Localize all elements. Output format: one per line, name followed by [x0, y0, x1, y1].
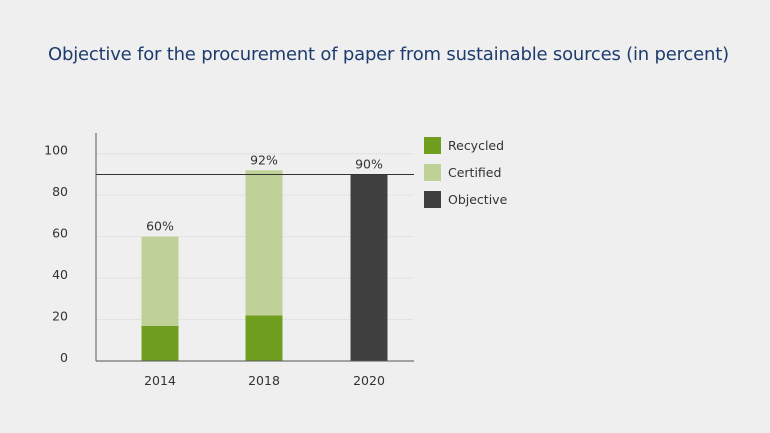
x-tick-labels: 2014 2018 2020 [144, 373, 385, 388]
y-tick-label: 100 [44, 143, 68, 158]
y-tick-label: 60 [52, 226, 68, 241]
legend-label-recycled: Recycled [448, 138, 504, 153]
legend: Recycled Certified Objective [424, 137, 508, 208]
bar-objective-2020 [350, 174, 388, 361]
legend-swatch-certified [424, 164, 441, 181]
bar-recycled-2014 [141, 325, 179, 361]
bars [141, 170, 388, 361]
y-tick-label: 0 [60, 350, 68, 365]
bar-certified-2018 [245, 170, 283, 316]
data-labels: 60% 92% 90% [146, 152, 383, 233]
chart-title: Objective for the procurement of paper f… [48, 44, 729, 65]
data-label: 90% [355, 156, 383, 171]
y-tick-labels: 0 20 40 60 80 100 [44, 143, 68, 365]
y-tick-label: 40 [52, 267, 68, 282]
axes [95, 133, 414, 362]
data-label: 92% [250, 152, 278, 167]
y-tick-label: 20 [52, 309, 68, 324]
legend-swatch-recycled [424, 137, 441, 154]
x-tick-label: 2018 [248, 373, 280, 388]
x-tick-label: 2020 [353, 373, 385, 388]
bar-recycled-2018 [245, 315, 283, 361]
legend-label-certified: Certified [448, 165, 501, 180]
data-label: 60% [146, 219, 174, 234]
bar-certified-2014 [141, 236, 179, 326]
y-tick-label: 80 [52, 184, 68, 199]
legend-swatch-objective [424, 191, 441, 208]
x-tick-label: 2014 [144, 373, 176, 388]
legend-label-objective: Objective [448, 192, 508, 207]
